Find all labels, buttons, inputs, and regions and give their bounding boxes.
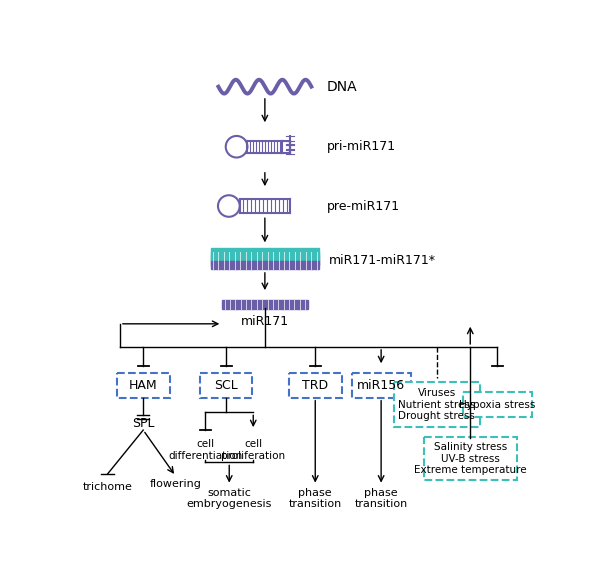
Text: cell
differentiation: cell differentiation	[168, 439, 242, 461]
FancyBboxPatch shape	[352, 373, 410, 398]
Text: HAM: HAM	[129, 379, 158, 392]
FancyBboxPatch shape	[394, 382, 479, 427]
Bar	[211, 256, 319, 265]
Text: trichome: trichome	[83, 482, 133, 492]
Text: cell
proliferation: cell proliferation	[221, 439, 286, 461]
Bar	[211, 248, 319, 256]
Bar	[222, 300, 308, 309]
Text: somatic
embryogenesis: somatic embryogenesis	[187, 488, 272, 510]
Text: phase
transition: phase transition	[355, 488, 408, 510]
Text: phase
transition: phase transition	[289, 488, 342, 510]
Text: Salinity stress
UV-B stress
Extreme temperature: Salinity stress UV-B stress Extreme temp…	[414, 442, 527, 475]
FancyBboxPatch shape	[424, 437, 517, 480]
FancyBboxPatch shape	[200, 373, 253, 398]
Text: miR171-miR171*: miR171-miR171*	[328, 254, 436, 267]
Text: pre-miR171: pre-miR171	[327, 199, 400, 213]
Text: SCL: SCL	[214, 379, 238, 392]
Text: Hypoxia stress: Hypoxia stress	[459, 400, 536, 410]
FancyBboxPatch shape	[289, 373, 341, 398]
Text: TRD: TRD	[302, 379, 328, 392]
Bar	[211, 261, 319, 269]
Text: miR156: miR156	[357, 379, 405, 392]
Text: SPL: SPL	[132, 417, 154, 431]
FancyBboxPatch shape	[463, 392, 532, 417]
Bar	[211, 252, 319, 261]
FancyBboxPatch shape	[117, 373, 170, 398]
Text: miR171: miR171	[241, 315, 289, 328]
Text: flowering: flowering	[150, 479, 202, 489]
Text: Viruses
Nutrient stress
Drought stress: Viruses Nutrient stress Drought stress	[398, 388, 476, 421]
Text: pri-miR171: pri-miR171	[327, 140, 396, 153]
Text: DNA: DNA	[327, 80, 358, 94]
